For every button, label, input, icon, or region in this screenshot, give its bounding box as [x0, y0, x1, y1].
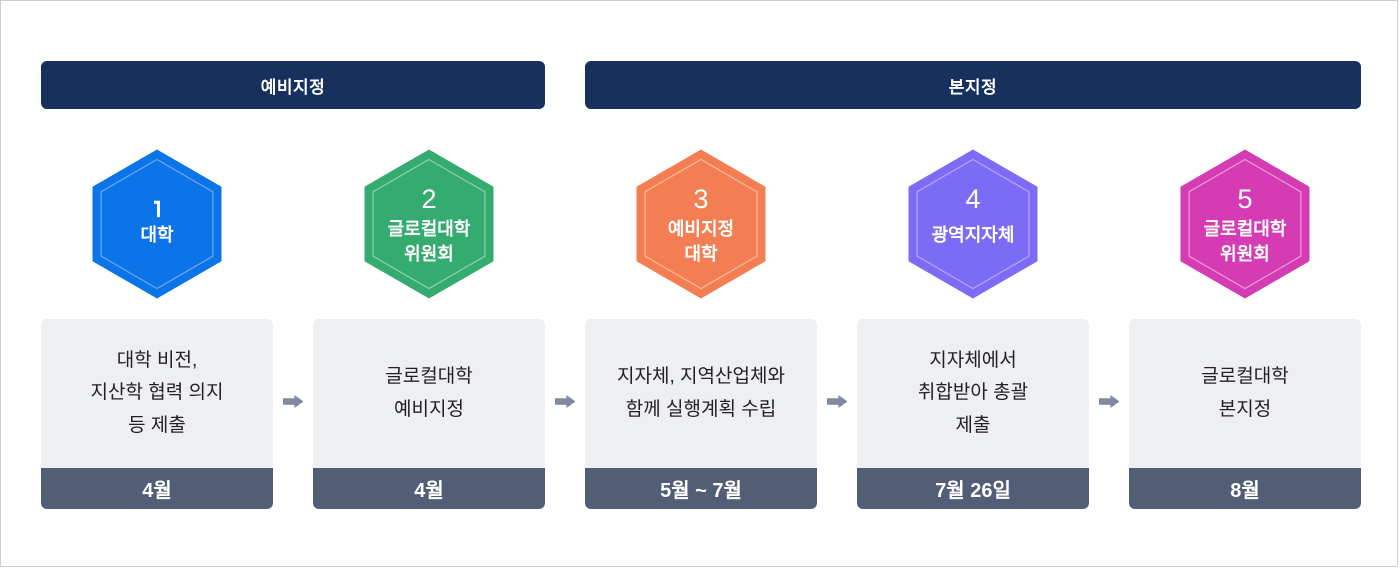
svg-text:글로컬대학: 글로컬대학	[388, 218, 471, 239]
svg-text:대학: 대학	[684, 243, 718, 264]
svg-text:대학: 대학	[140, 224, 174, 245]
svg-text:위원회: 위원회	[404, 244, 454, 264]
svg-text:글로컬대학: 글로컬대학	[1204, 218, 1287, 239]
svg-text:4: 4	[965, 184, 980, 214]
svg-text:예비지정: 예비지정	[668, 219, 734, 239]
svg-text:3: 3	[693, 184, 708, 214]
svg-text:2: 2	[421, 184, 436, 214]
svg-text:5: 5	[1237, 184, 1252, 214]
svg-text:광역지자체: 광역지자체	[932, 225, 1015, 245]
svg-text:위원회: 위원회	[1220, 244, 1270, 264]
